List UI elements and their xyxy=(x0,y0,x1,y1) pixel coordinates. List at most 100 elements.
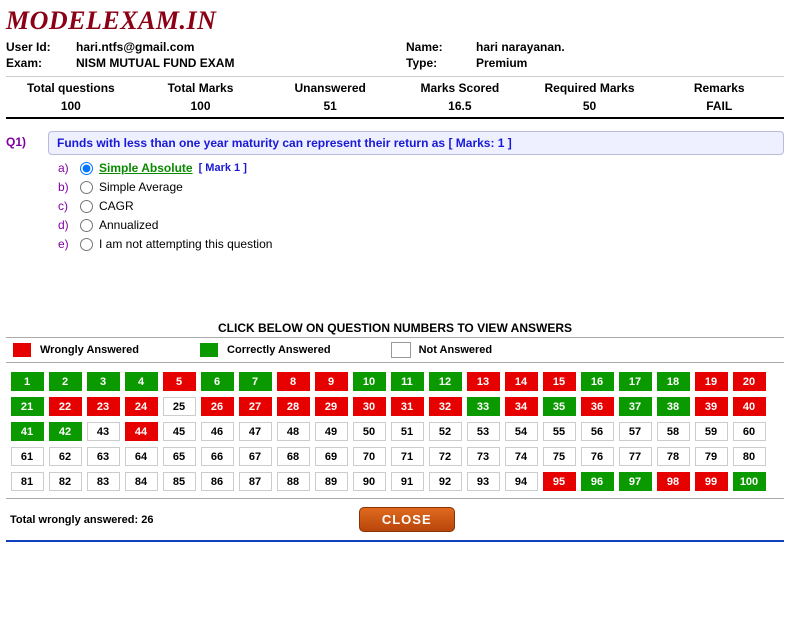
question-cell[interactable]: 44 xyxy=(125,422,158,441)
question-cell[interactable]: 38 xyxy=(657,397,690,416)
question-cell[interactable]: 35 xyxy=(543,397,576,416)
option-radio[interactable] xyxy=(80,238,93,251)
option-radio[interactable] xyxy=(80,200,93,213)
question-cell[interactable]: 73 xyxy=(467,447,500,466)
question-cell[interactable]: 42 xyxy=(49,422,82,441)
question-cell[interactable]: 65 xyxy=(163,447,196,466)
question-cell[interactable]: 77 xyxy=(619,447,652,466)
question-cell[interactable]: 23 xyxy=(87,397,120,416)
question-cell[interactable]: 17 xyxy=(619,372,652,391)
question-cell[interactable]: 53 xyxy=(467,422,500,441)
question-cell[interactable]: 49 xyxy=(315,422,348,441)
question-cell[interactable]: 21 xyxy=(11,397,44,416)
question-cell[interactable]: 48 xyxy=(277,422,310,441)
question-cell[interactable]: 47 xyxy=(239,422,272,441)
question-cell[interactable]: 14 xyxy=(505,372,538,391)
question-cell[interactable]: 68 xyxy=(277,447,310,466)
question-cell[interactable]: 24 xyxy=(125,397,158,416)
question-cell[interactable]: 7 xyxy=(239,372,272,391)
option-radio[interactable] xyxy=(80,162,93,175)
question-cell[interactable]: 18 xyxy=(657,372,690,391)
question-cell[interactable]: 6 xyxy=(201,372,234,391)
question-cell[interactable]: 67 xyxy=(239,447,272,466)
question-cell[interactable]: 81 xyxy=(11,472,44,491)
question-cell[interactable]: 88 xyxy=(277,472,310,491)
question-cell[interactable]: 94 xyxy=(505,472,538,491)
question-cell[interactable]: 31 xyxy=(391,397,424,416)
question-cell[interactable]: 40 xyxy=(733,397,766,416)
question-cell[interactable]: 11 xyxy=(391,372,424,391)
question-cell[interactable]: 34 xyxy=(505,397,538,416)
question-cell[interactable]: 46 xyxy=(201,422,234,441)
question-cell[interactable]: 55 xyxy=(543,422,576,441)
question-cell[interactable]: 37 xyxy=(619,397,652,416)
question-cell[interactable]: 76 xyxy=(581,447,614,466)
question-cell[interactable]: 95 xyxy=(543,472,576,491)
close-button[interactable]: CLOSE xyxy=(359,507,455,532)
question-cell[interactable]: 15 xyxy=(543,372,576,391)
question-cell[interactable]: 86 xyxy=(201,472,234,491)
question-cell[interactable]: 22 xyxy=(49,397,82,416)
question-cell[interactable]: 12 xyxy=(429,372,462,391)
question-cell[interactable]: 89 xyxy=(315,472,348,491)
question-cell[interactable]: 80 xyxy=(733,447,766,466)
question-cell[interactable]: 13 xyxy=(467,372,500,391)
question-cell[interactable]: 91 xyxy=(391,472,424,491)
question-cell[interactable]: 75 xyxy=(543,447,576,466)
question-cell[interactable]: 27 xyxy=(239,397,272,416)
question-cell[interactable]: 66 xyxy=(201,447,234,466)
question-cell[interactable]: 64 xyxy=(125,447,158,466)
question-cell[interactable]: 58 xyxy=(657,422,690,441)
question-cell[interactable]: 16 xyxy=(581,372,614,391)
question-cell[interactable]: 78 xyxy=(657,447,690,466)
question-cell[interactable]: 51 xyxy=(391,422,424,441)
question-cell[interactable]: 99 xyxy=(695,472,728,491)
question-cell[interactable]: 39 xyxy=(695,397,728,416)
question-cell[interactable]: 3 xyxy=(87,372,120,391)
question-cell[interactable]: 96 xyxy=(581,472,614,491)
question-cell[interactable]: 30 xyxy=(353,397,386,416)
question-cell[interactable]: 61 xyxy=(11,447,44,466)
question-cell[interactable]: 25 xyxy=(163,397,196,416)
question-cell[interactable]: 84 xyxy=(125,472,158,491)
question-cell[interactable]: 4 xyxy=(125,372,158,391)
question-cell[interactable]: 2 xyxy=(49,372,82,391)
question-cell[interactable]: 5 xyxy=(163,372,196,391)
question-cell[interactable]: 28 xyxy=(277,397,310,416)
option-radio[interactable] xyxy=(80,219,93,232)
question-cell[interactable]: 82 xyxy=(49,472,82,491)
option-radio[interactable] xyxy=(80,181,93,194)
question-cell[interactable]: 29 xyxy=(315,397,348,416)
question-cell[interactable]: 32 xyxy=(429,397,462,416)
question-cell[interactable]: 56 xyxy=(581,422,614,441)
question-cell[interactable]: 63 xyxy=(87,447,120,466)
question-cell[interactable]: 57 xyxy=(619,422,652,441)
question-cell[interactable]: 8 xyxy=(277,372,310,391)
question-cell[interactable]: 43 xyxy=(87,422,120,441)
question-cell[interactable]: 71 xyxy=(391,447,424,466)
question-cell[interactable]: 36 xyxy=(581,397,614,416)
question-cell[interactable]: 93 xyxy=(467,472,500,491)
question-cell[interactable]: 62 xyxy=(49,447,82,466)
question-cell[interactable]: 10 xyxy=(353,372,386,391)
question-cell[interactable]: 33 xyxy=(467,397,500,416)
question-cell[interactable]: 87 xyxy=(239,472,272,491)
question-cell[interactable]: 74 xyxy=(505,447,538,466)
question-cell[interactable]: 90 xyxy=(353,472,386,491)
question-cell[interactable]: 41 xyxy=(11,422,44,441)
question-cell[interactable]: 52 xyxy=(429,422,462,441)
question-cell[interactable]: 50 xyxy=(353,422,386,441)
question-cell[interactable]: 45 xyxy=(163,422,196,441)
question-cell[interactable]: 69 xyxy=(315,447,348,466)
question-cell[interactable]: 59 xyxy=(695,422,728,441)
question-cell[interactable]: 20 xyxy=(733,372,766,391)
question-cell[interactable]: 98 xyxy=(657,472,690,491)
question-cell[interactable]: 72 xyxy=(429,447,462,466)
question-cell[interactable]: 1 xyxy=(11,372,44,391)
question-cell[interactable]: 92 xyxy=(429,472,462,491)
question-cell[interactable]: 100 xyxy=(733,472,766,491)
question-cell[interactable]: 97 xyxy=(619,472,652,491)
question-cell[interactable]: 19 xyxy=(695,372,728,391)
question-cell[interactable]: 70 xyxy=(353,447,386,466)
question-cell[interactable]: 60 xyxy=(733,422,766,441)
